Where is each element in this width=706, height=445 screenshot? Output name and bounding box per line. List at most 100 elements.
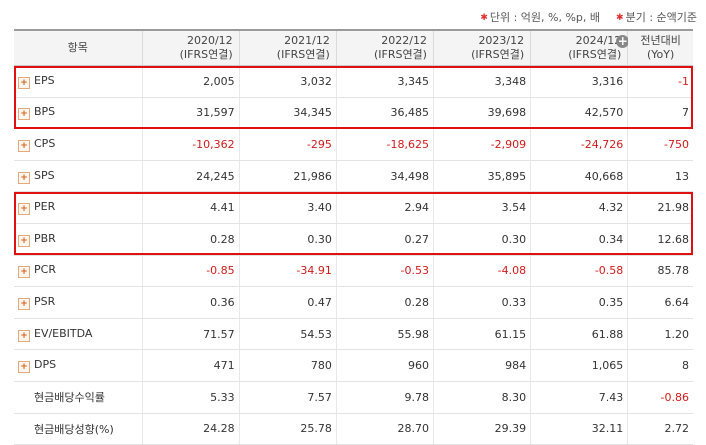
- cell-value: 34,345: [238, 97, 337, 130]
- table-row: + PER 4.41 3.40 2.94 3.54 4.32 21.98: [14, 191, 693, 224]
- cell-yoy: 7: [627, 97, 693, 130]
- cell-value: 71.57: [141, 318, 240, 351]
- cell-value: 984: [432, 349, 531, 382]
- cell-value: 2.94: [335, 191, 434, 224]
- cell-value: 471: [141, 349, 240, 382]
- cell-value: 9.78: [335, 381, 434, 414]
- cell-value: 0.35: [530, 286, 628, 319]
- expand-plus-icon[interactable]: +: [18, 203, 30, 216]
- expand-plus-icon[interactable]: +: [18, 234, 30, 247]
- cell-yoy: 2.72: [627, 413, 693, 445]
- table-notes: ✱ 단위 : 억원, %, %p, 배 ✱ 분기 : 순액기준: [480, 9, 697, 25]
- row-label[interactable]: + PCR: [14, 255, 143, 288]
- cell-value: 0.34: [530, 223, 628, 256]
- cell-yoy: 12.68: [627, 223, 693, 256]
- row-label[interactable]: + DPS: [14, 349, 143, 382]
- cell-value: 39,698: [432, 97, 531, 130]
- expand-plus-icon[interactable]: +: [18, 76, 30, 89]
- cell-value: 42,570: [530, 97, 628, 130]
- table-row: + BPS 31,597 34,345 36,485 39,698 42,570 7: [14, 97, 693, 130]
- row-label[interactable]: + PSR: [14, 286, 143, 319]
- cell-value: 24,245: [141, 160, 240, 193]
- table-row: 현금배당수익률 5.33 7.57 9.78 8.30 7.43 -0.86: [14, 381, 693, 414]
- row-label[interactable]: + SPS: [14, 160, 143, 193]
- cell-value: 34,498: [335, 160, 434, 193]
- row-label[interactable]: + BPS: [14, 97, 143, 130]
- cell-value: -0.53: [335, 255, 434, 288]
- cell-value: 0.47: [238, 286, 337, 319]
- cell-value: 8.30: [432, 381, 531, 414]
- cell-yoy: 1.20: [627, 318, 693, 351]
- row-label[interactable]: + EV/EBITDA: [14, 318, 143, 351]
- cell-value: -2,909: [432, 128, 531, 161]
- cell-value: 5.33: [141, 381, 240, 414]
- cell-value: 25.78: [238, 413, 337, 445]
- expand-plus-icon[interactable]: +: [18, 266, 30, 279]
- row-label[interactable]: + PER: [14, 191, 143, 224]
- header-row: 항목 2020/12 (IFRS연결) 2021/12 (IFRS연결) 2022/…: [14, 29, 693, 66]
- table-row: + EPS 2,005 3,032 3,345 3,348 3,316 -1: [14, 65, 693, 98]
- expand-plus-icon[interactable]: +: [18, 171, 30, 184]
- cell-yoy: -1: [627, 65, 693, 98]
- expand-plus-icon[interactable]: +: [18, 361, 30, 374]
- expand-plus-icon[interactable]: +: [18, 108, 30, 121]
- cell-value: 0.33: [432, 286, 531, 319]
- cell-value: 32.11: [530, 413, 628, 445]
- header-period: 2021/12 (IFRS연결): [238, 29, 337, 66]
- expand-plus-icon[interactable]: +: [18, 139, 30, 152]
- cell-value: 0.28: [335, 286, 434, 319]
- header-yoy: 전년대비 (YoY): [627, 29, 693, 66]
- cell-value: -18,625: [335, 128, 434, 161]
- cell-value: 0.28: [141, 223, 240, 256]
- cell-value: 24.28: [141, 413, 240, 445]
- cell-value: 3,032: [238, 65, 337, 98]
- cell-value: 7.43: [530, 381, 628, 414]
- cell-value: 3,345: [335, 65, 434, 98]
- unit-note: ✱ 단위 : 억원, %, %p, 배: [480, 11, 601, 24]
- cell-yoy: 6.64: [627, 286, 693, 319]
- cell-value: 61.88: [530, 318, 628, 351]
- cell-value: 3,316: [530, 65, 628, 98]
- header-period: 2022/12 (IFRS연결): [335, 29, 434, 66]
- period-note: ✱ 분기 : 순액기준: [616, 11, 697, 24]
- cell-value: 35,895: [432, 160, 531, 193]
- cell-value: 2,005: [141, 65, 240, 98]
- header-period: 2024/12 (IFRS연결) +: [530, 29, 630, 66]
- cell-value: 36,485: [335, 97, 434, 130]
- cell-yoy: -750: [627, 128, 693, 161]
- cell-value: 0.36: [141, 286, 240, 319]
- row-label[interactable]: + PBR: [14, 223, 143, 256]
- cell-value: -295: [238, 128, 337, 161]
- cell-value: 780: [238, 349, 337, 382]
- row-label[interactable]: + EPS: [14, 65, 143, 98]
- cell-yoy: 21.98: [627, 191, 693, 224]
- cell-value: 55.98: [335, 318, 434, 351]
- cell-value: 0.27: [335, 223, 434, 256]
- plus-circle-icon[interactable]: +: [616, 34, 630, 48]
- row-label: 현금배당수익률: [14, 381, 143, 414]
- cell-yoy: -0.86: [627, 381, 693, 414]
- cell-value: 3,348: [432, 65, 531, 98]
- cell-value: 1,065: [530, 349, 628, 382]
- asterisk-icon: ✱: [480, 13, 488, 23]
- table-row: + EV/EBITDA 71.57 54.53 55.98 61.15 61.88 1.20: [14, 318, 693, 351]
- cell-value: 61.15: [432, 318, 531, 351]
- expand-plus-icon[interactable]: +: [18, 297, 30, 310]
- cell-value: 4.41: [141, 191, 240, 224]
- cell-value: -0.85: [141, 255, 240, 288]
- cell-value: 40,668: [530, 160, 628, 193]
- cell-value: -34.91: [238, 255, 337, 288]
- header-period: 2020/12 (IFRS연결): [141, 29, 240, 66]
- cell-value: -24,726: [530, 128, 628, 161]
- row-label[interactable]: + CPS: [14, 128, 143, 161]
- financial-ratio-table: 항목 2020/12 (IFRS연결) 2021/12 (IFRS연결) 2022/…: [14, 29, 693, 445]
- cell-value: 0.30: [238, 223, 337, 256]
- cell-value: 7.57: [238, 381, 337, 414]
- cell-value: 29.39: [432, 413, 531, 445]
- cell-value: 3.40: [238, 191, 337, 224]
- table-row: + CPS -10,362 -295 -18,625 -2,909 -24,726 -750: [14, 128, 693, 161]
- header-item: 항목: [14, 29, 143, 66]
- cell-value: 21,986: [238, 160, 337, 193]
- expand-plus-icon[interactable]: +: [18, 329, 30, 342]
- table-row: + PBR 0.28 0.30 0.27 0.30 0.34 12.68: [14, 223, 693, 256]
